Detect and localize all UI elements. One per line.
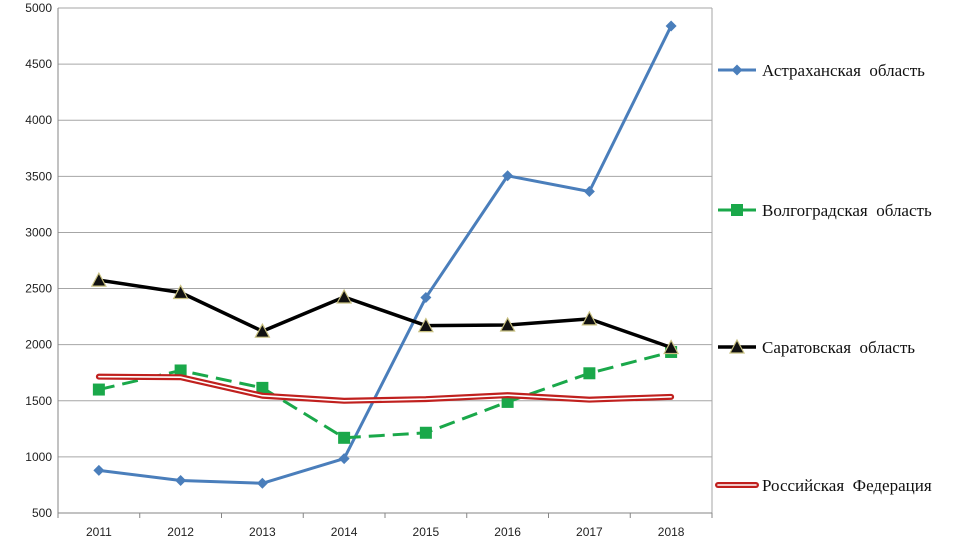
- y-tick-label: 1500: [25, 394, 52, 408]
- y-tick-label: 2000: [25, 338, 52, 352]
- data-point: [92, 383, 105, 396]
- y-tick-label: 3500: [25, 169, 52, 183]
- legend-label: Астраханская область: [762, 61, 925, 80]
- data-point: [583, 185, 595, 197]
- data-point: [174, 364, 187, 377]
- y-tick-label: 4000: [25, 113, 52, 127]
- legend-label: Российская Федерация: [762, 476, 932, 495]
- data-point: [93, 464, 105, 476]
- series-саратовская-область: [90, 271, 680, 355]
- x-tick-label: 2014: [331, 525, 358, 539]
- data-point: [256, 381, 269, 394]
- y-axis: 500 1000 1500 2000 2500 3000 3500 4000 4500 5000: [25, 1, 713, 520]
- x-tick-label: 2013: [249, 525, 276, 539]
- data-point: [499, 316, 516, 332]
- legend-item-саратовская-область: Саратовская область: [718, 338, 915, 357]
- legend: Астраханская область Волгоградская област…: [715, 61, 932, 495]
- x-tick-label: 2011: [86, 525, 112, 539]
- data-point: [502, 170, 514, 182]
- data-point: [90, 271, 107, 287]
- legend-label: Волгоградская область: [762, 201, 932, 220]
- data-point: [419, 426, 432, 439]
- x-axis: 2011 2012 2013 2014 2015 2016 2017 2018: [57, 512, 713, 539]
- x-tick-label: 2015: [413, 525, 440, 539]
- data-point: [420, 292, 432, 304]
- y-gridlines: [58, 7, 712, 458]
- data-point: [581, 310, 598, 326]
- data-point: [665, 20, 677, 32]
- series-астраханская-область: [93, 20, 677, 489]
- data-point: [663, 339, 680, 355]
- y-tick-label: 5000: [25, 1, 52, 15]
- x-tick-label: 2017: [576, 525, 603, 539]
- legend-item-астраханская-область: Астраханская область: [718, 61, 925, 80]
- series-group: [90, 20, 680, 489]
- legend-item-волгоградская-область: Волгоградская область: [718, 201, 932, 220]
- legend-item-российская-федерация: Российская Федерация: [715, 476, 932, 495]
- series-line: [98, 278, 672, 350]
- data-point: [256, 477, 268, 489]
- series-line: [98, 25, 673, 485]
- y-tick-label: 1000: [25, 450, 52, 464]
- y-tick-label: 4500: [25, 57, 52, 71]
- data-point: [417, 317, 434, 333]
- series-line: [98, 350, 672, 440]
- y-tick-label: 2500: [25, 282, 52, 296]
- data-point: [175, 474, 187, 486]
- series-волгоградская-область: [92, 345, 678, 444]
- series-line-inner: [98, 375, 672, 402]
- legend-swatch-marker: [731, 64, 743, 76]
- x-tick-label: 2016: [494, 525, 521, 539]
- data-point: [336, 288, 353, 304]
- y-tick-label: 500: [32, 506, 52, 520]
- series-российская-федерация: [95, 373, 675, 404]
- data-point: [338, 431, 351, 444]
- legend-swatch-marker: [731, 204, 743, 216]
- data-point: [254, 322, 271, 338]
- data-point: [338, 453, 350, 465]
- data-point: [501, 395, 514, 408]
- legend-swatch-marker: [728, 338, 746, 354]
- x-tick-label: 2012: [167, 525, 194, 539]
- x-tick-label: 2018: [658, 525, 685, 539]
- data-point: [172, 284, 189, 300]
- y-tick-label: 3000: [25, 225, 52, 239]
- data-point: [583, 367, 596, 380]
- legend-label: Саратовская область: [762, 338, 915, 357]
